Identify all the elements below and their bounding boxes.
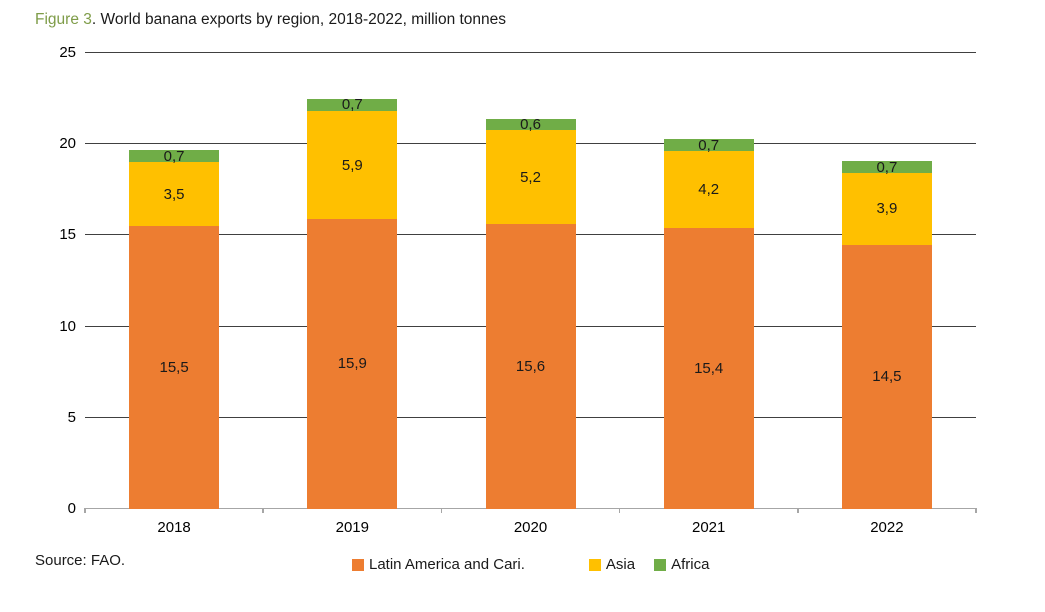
legend-item-latin-america-and-cari: Latin America and Cari. (352, 556, 525, 573)
bar-segment-2022-africa: 0,7 (841, 158, 932, 176)
x-axis-tick (797, 508, 799, 513)
bar-segment-2021-asia: 4,2 (663, 151, 754, 229)
legend-label: Africa (671, 556, 710, 573)
bar-value-label: 0,6 (520, 115, 541, 133)
x-axis-tick (262, 508, 264, 513)
bar-segment-2018-latin-america-and-cari: 15,5 (129, 226, 220, 509)
figure-title-text: . World banana exports by region, 2018-2… (91, 11, 507, 28)
bar-value-label: 3,9 (876, 200, 898, 218)
bar-segment-2019-africa: 0,7 (307, 96, 398, 114)
chart-legend: Latin America and Cari. Asia Africa (352, 556, 728, 573)
bar-value-label: 0,7 (876, 158, 898, 176)
x-axis-category-label: 2020 (513, 519, 548, 536)
legend-label: Latin America and Cari. (369, 556, 525, 573)
bar-value-label: 15,6 (515, 358, 546, 376)
legend-item-africa: Africa (654, 556, 709, 573)
legend-label: Asia (605, 556, 636, 573)
bar-value-label: 5,9 (341, 156, 363, 174)
x-axis-tick (975, 508, 977, 513)
bar-value-label: 0,7 (698, 136, 720, 154)
legend-item-asia: Asia (588, 556, 636, 573)
x-axis-tick (440, 508, 443, 513)
y-axis-tick-label: 0 (67, 500, 76, 517)
bar-segment-2022-asia: 3,9 (841, 173, 932, 245)
x-axis-tick (84, 508, 86, 513)
y-axis-tick-label: 10 (59, 317, 76, 335)
legend-swatch-icon (654, 558, 667, 571)
x-axis-category-label: 2019 (335, 519, 369, 536)
y-axis-tick-label: 25 (59, 44, 76, 61)
y-axis-tick-label: 20 (59, 135, 76, 153)
legend-swatch-icon (588, 558, 601, 571)
figure-number-label: Figure 3 (35, 11, 92, 28)
bar-segment-2022-latin-america-and-cari: 14,5 (841, 244, 932, 509)
bar-segment-2019-asia: 5,9 (307, 111, 398, 219)
bar-value-label: 15,4 (694, 360, 724, 378)
x-axis-category-label: 2022 (870, 519, 904, 536)
bar-value-label: 0,7 (341, 96, 363, 114)
legend-swatch-icon (352, 558, 364, 571)
bar-value-label: 3,5 (163, 185, 185, 203)
bar-segment-2020-africa: 0,6 (485, 115, 576, 133)
x-axis-category-label: 2018 (157, 519, 191, 536)
bar-value-label: 15,9 (337, 355, 367, 373)
gridline-y-25 (85, 52, 976, 53)
source-note: Source: FAO. (35, 552, 126, 569)
bar-segment-2021-latin-america-and-cari: 15,4 (663, 228, 754, 509)
bar-segment-2020-latin-america-and-cari: 15,6 (485, 224, 576, 509)
figure-title: Figure 3. World banana exports by region… (35, 11, 506, 29)
bar-segment-2021-africa: 0,7 (663, 136, 754, 154)
y-axis-tick-label: 5 (67, 408, 76, 426)
bar-value-label: 5,2 (520, 168, 541, 186)
bar-value-label: 15,5 (159, 359, 189, 377)
bar-segment-2020-asia: 5,2 (485, 129, 576, 225)
x-axis-tick (618, 508, 621, 513)
bar-segment-2018-asia: 3,5 (129, 162, 220, 227)
bar-value-label: 0,7 (163, 147, 185, 165)
y-axis-tick-label: 15 (59, 226, 76, 244)
x-axis-category-label: 2021 (692, 519, 726, 536)
bar-segment-2018-africa: 0,7 (129, 147, 220, 165)
bar-value-label: 14,5 (872, 368, 902, 386)
bar-segment-2019-latin-america-and-cari: 15,9 (307, 218, 398, 509)
bar-value-label: 4,2 (698, 181, 720, 199)
